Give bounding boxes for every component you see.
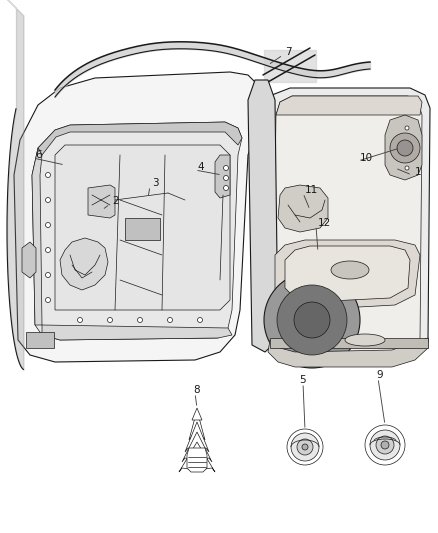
Circle shape [46,198,50,203]
Polygon shape [55,145,230,310]
Text: 10: 10 [360,153,373,163]
Polygon shape [42,325,232,340]
Text: 1: 1 [415,167,422,177]
Circle shape [46,272,50,278]
Bar [125,218,160,240]
Circle shape [370,430,400,460]
Polygon shape [192,408,202,420]
Text: 7: 7 [285,47,292,57]
Circle shape [223,185,229,190]
Text: 12: 12 [318,218,331,228]
Text: 11: 11 [305,185,318,195]
Circle shape [405,126,409,130]
Text: 8: 8 [194,385,200,395]
Text: 3: 3 [152,178,159,188]
Bar [26,332,54,348]
Polygon shape [185,422,209,452]
Circle shape [198,318,202,322]
Polygon shape [385,115,422,180]
Polygon shape [32,148,42,325]
Polygon shape [285,246,410,302]
Polygon shape [276,96,422,115]
Text: 4: 4 [197,162,204,172]
Polygon shape [14,72,262,362]
Polygon shape [189,410,205,440]
Ellipse shape [331,261,369,279]
Polygon shape [187,448,207,472]
Circle shape [223,166,229,171]
Polygon shape [32,122,242,340]
Circle shape [107,318,113,322]
Polygon shape [268,338,428,367]
Circle shape [167,318,173,322]
Polygon shape [38,122,242,155]
Circle shape [46,222,50,228]
Text: 5: 5 [300,375,306,385]
Circle shape [46,247,50,253]
Text: 6: 6 [35,150,42,160]
Circle shape [223,175,229,181]
Circle shape [46,173,50,177]
Circle shape [390,133,420,163]
Circle shape [365,425,405,465]
Circle shape [287,429,323,465]
Circle shape [302,444,308,450]
Polygon shape [248,80,278,352]
Polygon shape [60,238,108,290]
Ellipse shape [345,334,385,346]
Polygon shape [182,432,212,462]
Circle shape [397,140,413,156]
Circle shape [78,318,82,322]
Polygon shape [215,155,230,198]
Circle shape [405,166,409,170]
Polygon shape [275,240,420,310]
Circle shape [376,436,394,454]
Polygon shape [270,338,428,348]
Circle shape [294,302,330,338]
Polygon shape [273,96,422,357]
Polygon shape [278,185,328,232]
Circle shape [291,433,319,461]
Circle shape [297,439,313,455]
Text: 2: 2 [112,196,119,206]
Polygon shape [265,88,430,365]
Polygon shape [22,242,36,278]
Polygon shape [88,185,115,218]
Text: 9: 9 [377,370,383,380]
Polygon shape [179,442,215,472]
Circle shape [138,318,142,322]
Circle shape [277,285,347,355]
Circle shape [381,441,389,449]
Circle shape [46,297,50,303]
Circle shape [264,272,360,368]
